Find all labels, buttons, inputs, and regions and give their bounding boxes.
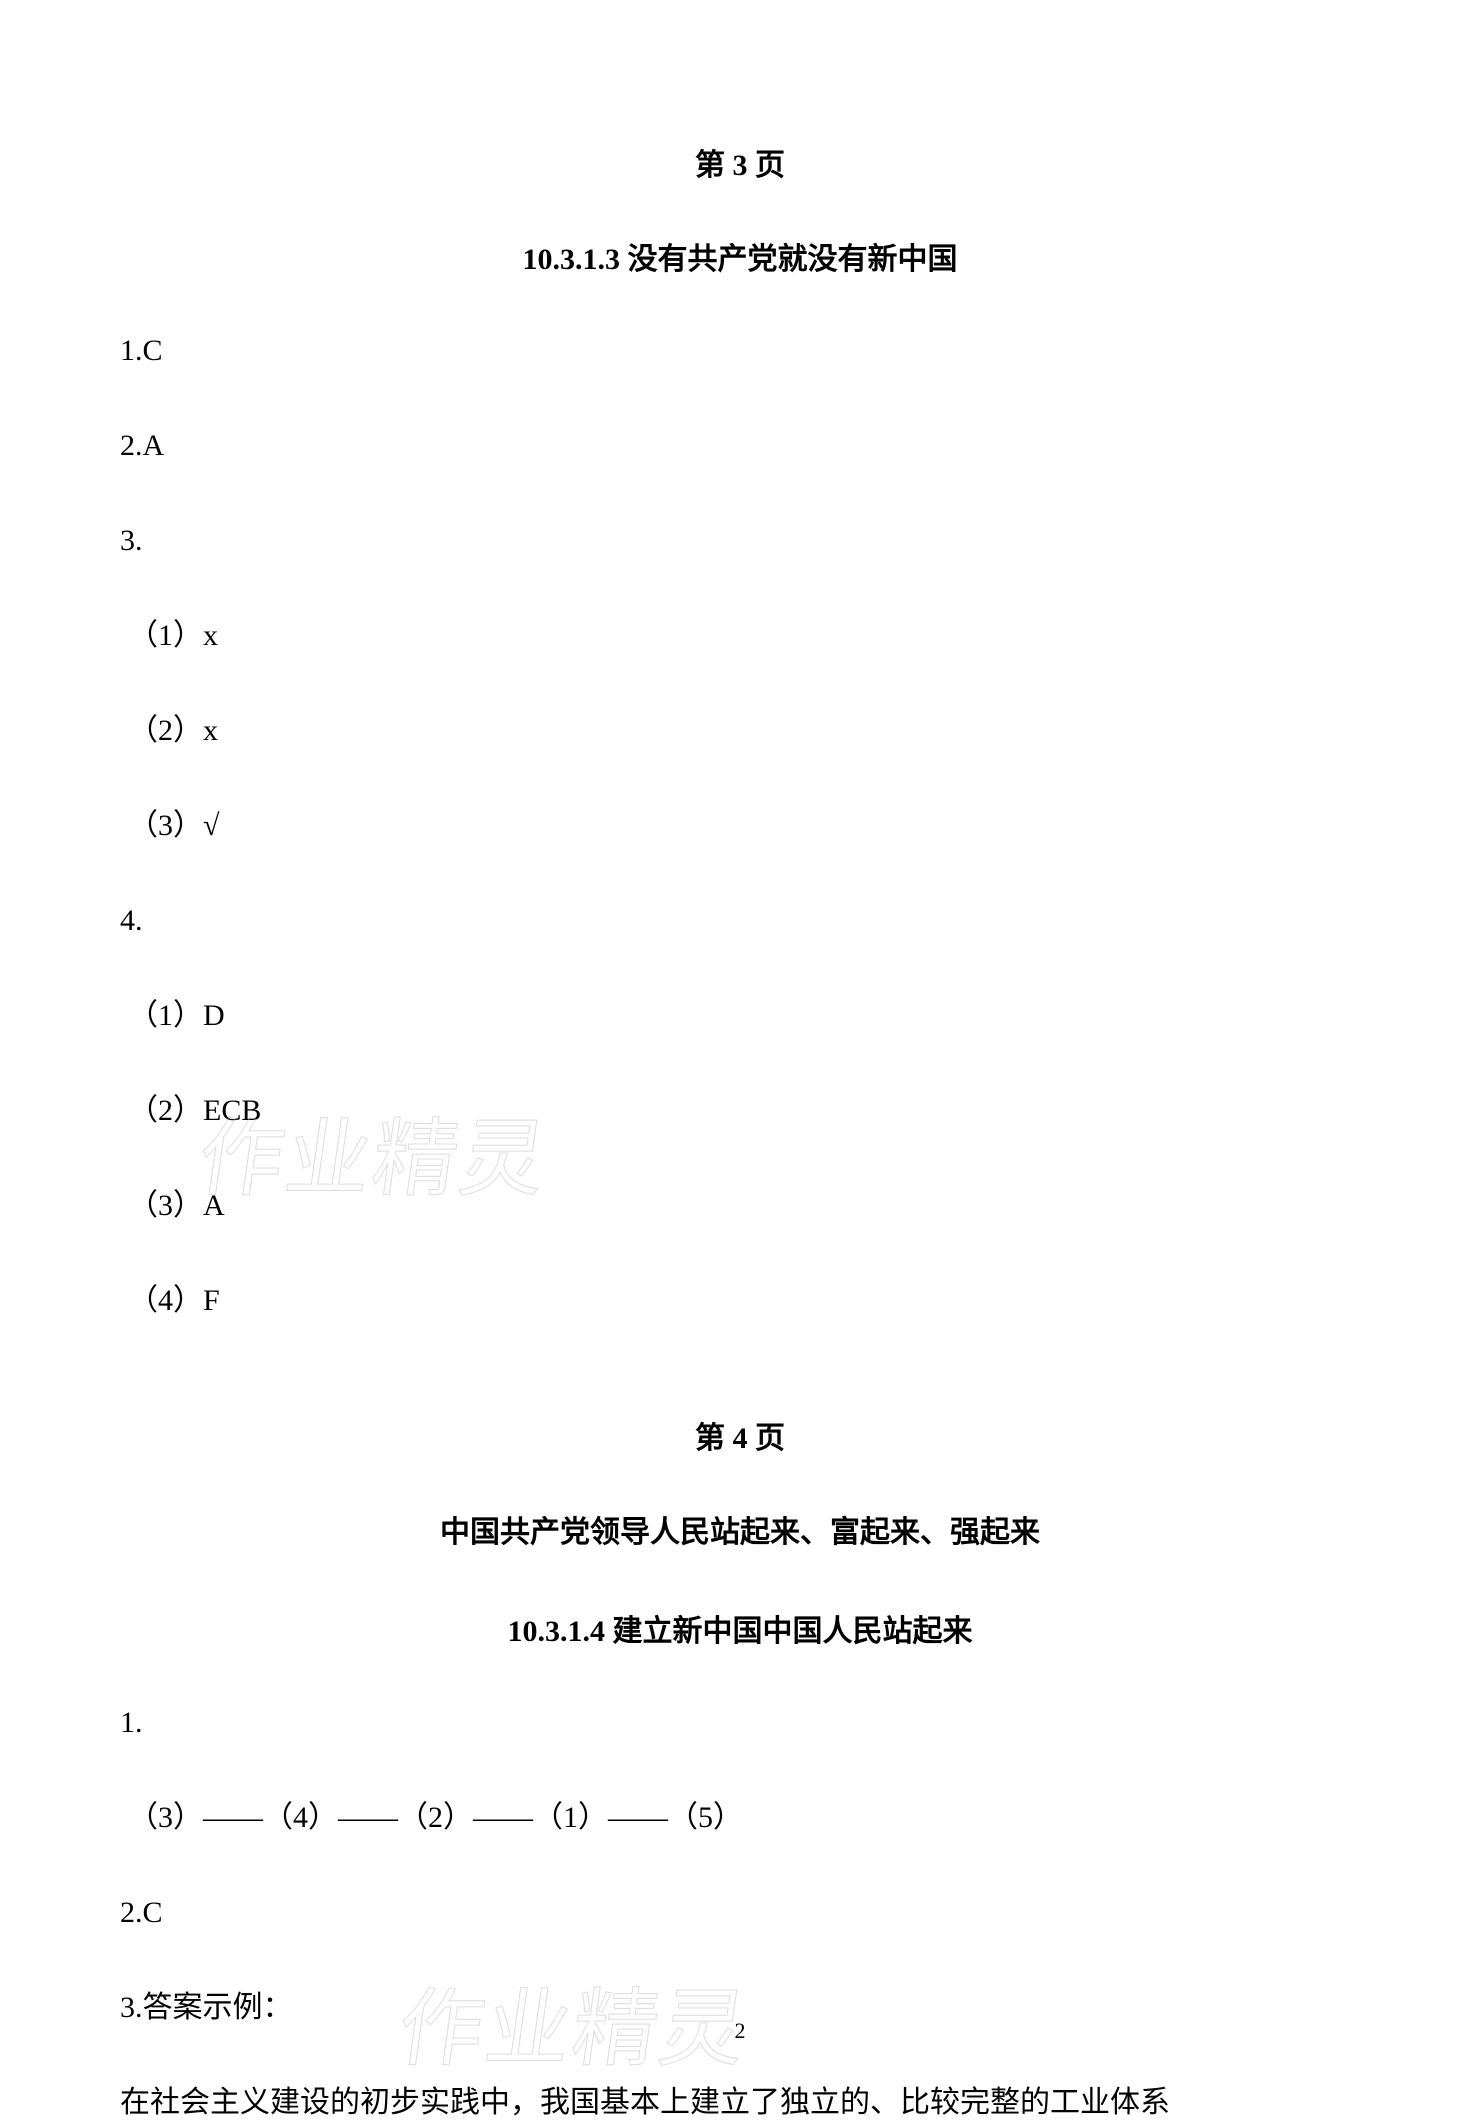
answer-q4-2: （2）ECB xyxy=(120,1088,1360,1133)
answer-q2: 2.A xyxy=(120,423,1360,468)
answer-p4-q1-content: （3）——（4）——（2）——（1）——（5） xyxy=(120,1795,1360,1840)
answer-q3-label: 3. xyxy=(120,518,1360,563)
section-title-1: 10.3.1.3 没有共产党就没有新中国 xyxy=(120,234,1360,278)
section-title-2: 10.3.1.4 建立新中国中国人民站起来 xyxy=(120,1606,1360,1650)
answer-q1: 1.C xyxy=(120,328,1360,373)
answer-q3-1: （1）x xyxy=(120,613,1360,658)
page-3-header: 第 3 页 xyxy=(120,140,1360,184)
page-4-subtitle: 中国共产党领导人民站起来、富起来、强起来 xyxy=(120,1507,1360,1551)
answer-p4-q2: 2.C xyxy=(120,1890,1360,1935)
page-4-header: 第 4 页 xyxy=(120,1413,1360,1457)
answer-p4-q3-content: 在社会主义建设的初步实践中，我国基本上建立了独立的、比较完整的工业体系 xyxy=(120,2080,1360,2125)
answer-q4-1: （1）D xyxy=(120,993,1360,1038)
answer-q4-3: （3）A xyxy=(120,1183,1360,1228)
page-number: 2 xyxy=(735,2018,746,2044)
answer-q3-3: （3）√ xyxy=(120,803,1360,848)
answer-q3-2: （2）x xyxy=(120,708,1360,753)
answer-q4-4: （4）F xyxy=(120,1278,1360,1323)
answer-p4-q1-label: 1. xyxy=(120,1700,1360,1745)
answer-q4-label: 4. xyxy=(120,898,1360,943)
